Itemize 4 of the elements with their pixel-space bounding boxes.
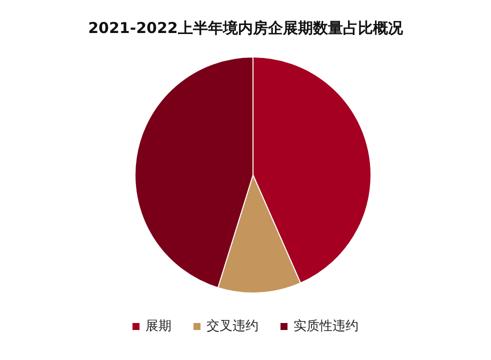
legend-label: 展期 [146,319,172,334]
legend-label: 交叉违约 [206,318,258,334]
legend-label: 实质性违约 [294,319,358,334]
chart-title: 2021-2022上半年境内房企展期数量占比概况 [88,19,404,37]
